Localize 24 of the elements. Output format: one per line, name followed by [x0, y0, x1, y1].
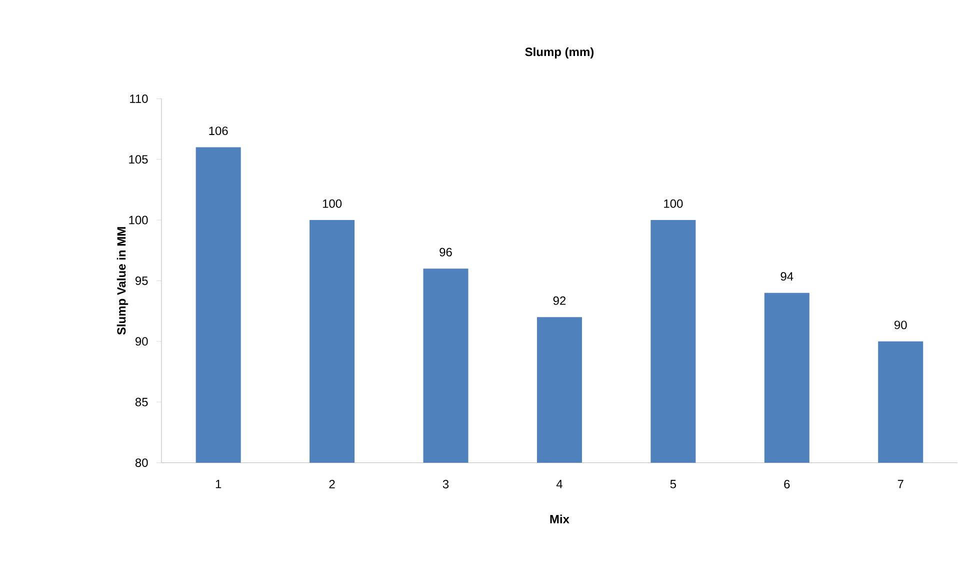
x-tick-label: 1 [216, 480, 222, 488]
x-tick-label: 7 [898, 480, 904, 488]
data-label: 94 [780, 272, 794, 281]
y-tick-label: 85 [135, 398, 148, 406]
chart-title: Slump (mm) [525, 47, 594, 59]
y-tick-label: 105 [129, 155, 148, 164]
data-label: 100 [664, 199, 683, 208]
data-label: 96 [440, 248, 452, 256]
y-tick-label: 110 [130, 94, 148, 103]
x-tick-label: 5 [670, 480, 676, 488]
x-tick-label: 4 [556, 480, 562, 488]
data-label: 100 [322, 199, 342, 208]
y-tick-label: 95 [136, 276, 148, 285]
data-label: 106 [209, 126, 228, 136]
x-tick-label: 6 [784, 480, 790, 488]
x-tick-label: 3 [442, 480, 449, 488]
data-label: 92 [553, 296, 566, 305]
x-axis-title: Mix [550, 514, 570, 524]
y-tick-label: 90 [136, 337, 148, 346]
y-tick-label: 80 [135, 458, 148, 467]
x-tick-label: 2 [329, 480, 335, 488]
y-tick-label: 100 [129, 216, 148, 224]
y-axis-title: Slump Value in MM [116, 227, 128, 335]
data-label: 90 [894, 320, 907, 330]
